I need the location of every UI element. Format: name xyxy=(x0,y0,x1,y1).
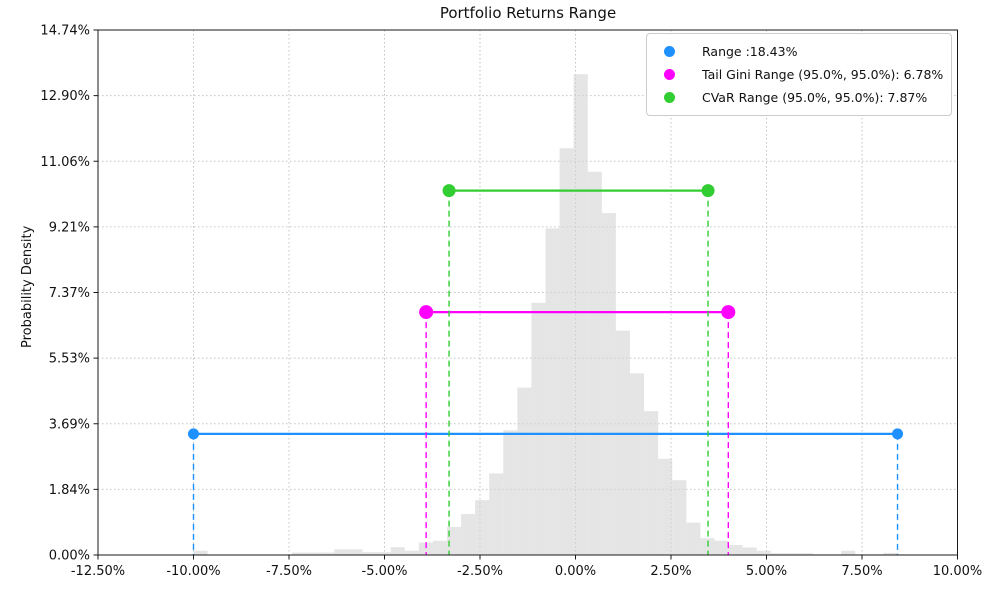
chart-title: Portfolio Returns Range xyxy=(439,4,617,22)
legend-item-tail-gini-range: Tail Gini Range (95.0%, 95.0%): 6.78% xyxy=(655,63,943,86)
histogram-bar xyxy=(770,553,785,555)
range-marker-icon xyxy=(664,46,675,57)
histogram-bar xyxy=(587,171,602,555)
histogram-bar xyxy=(362,552,377,555)
legend-label-cvar-range: CVaR Range (95.0%, 95.0%): 7.87% xyxy=(702,90,928,105)
histogram-bar xyxy=(517,387,532,555)
histogram-bar xyxy=(390,547,405,555)
histogram-bar xyxy=(446,526,462,555)
tail-gini-range-marker xyxy=(721,305,736,320)
y-tick-label: 14.74% xyxy=(40,24,90,39)
cvar-marker-icon xyxy=(664,92,675,103)
histogram-bar xyxy=(418,542,433,555)
y-tick-label: 3.69% xyxy=(49,417,90,432)
histogram-bar xyxy=(306,552,321,555)
x-tick-label: -5.00% xyxy=(362,564,408,579)
histogram-bar xyxy=(404,550,419,555)
histogram-bar xyxy=(883,552,898,555)
x-tick-label: -7.50% xyxy=(266,564,312,579)
x-tick-label: 7.50% xyxy=(841,564,882,579)
y-tick-label: 5.53% xyxy=(49,352,90,367)
y-tick-label: 7.37% xyxy=(49,286,90,301)
histogram-bar xyxy=(573,74,588,556)
x-tick-label: 5.00% xyxy=(746,564,787,579)
histogram-bar xyxy=(742,547,757,555)
histogram-bar xyxy=(334,549,349,555)
legend-item-cvar-range: CVaR Range (95.0%, 95.0%): 7.87% xyxy=(655,86,943,109)
histogram-bar xyxy=(475,500,490,555)
histogram-bar xyxy=(629,373,645,555)
histogram-bar xyxy=(784,553,799,555)
histogram-bar xyxy=(658,458,673,555)
legend-label-range: Range :18.43% xyxy=(702,44,798,59)
y-tick-label: 0.00% xyxy=(49,549,90,564)
y-axis-label: Probability Density xyxy=(20,225,35,348)
histogram-bar xyxy=(531,302,546,555)
histogram-bar xyxy=(728,545,743,555)
legend-label-tail-gini-range: Tail Gini Range (95.0%, 95.0%): 6.78% xyxy=(702,67,944,82)
histogram-bar xyxy=(432,540,447,555)
x-tick-label: -10.00% xyxy=(166,564,220,579)
cvar-range-marker xyxy=(701,184,715,198)
histogram-bar xyxy=(686,522,701,555)
histogram-bar xyxy=(461,514,476,555)
histogram-bar xyxy=(545,228,560,555)
histogram-bar xyxy=(615,330,630,555)
histogram-bar xyxy=(503,430,518,555)
tail-gini-range-marker xyxy=(419,305,434,320)
x-tick-label: 2.50% xyxy=(650,564,691,579)
y-tick-label: 12.90% xyxy=(40,89,90,104)
histogram-bar xyxy=(714,540,729,555)
cvar-range-marker xyxy=(442,184,456,198)
histogram-bar xyxy=(348,549,363,555)
histogram-bar xyxy=(489,473,504,555)
histogram-bar xyxy=(292,552,307,555)
legend: Range :18.43% Tail Gini Range (95.0%, 95… xyxy=(646,33,952,116)
x-tick-label: 0.00% xyxy=(555,564,596,579)
histogram-bar xyxy=(193,550,208,555)
tail-gini-marker-icon xyxy=(664,69,675,80)
histogram-bar xyxy=(376,552,391,555)
y-tick-label: 9.21% xyxy=(49,220,90,235)
histogram-bar xyxy=(672,480,687,555)
range-marker xyxy=(188,428,199,440)
histogram-bar xyxy=(601,213,616,555)
histogram-bar xyxy=(559,148,574,555)
x-tick-label: -2.50% xyxy=(457,564,503,579)
histogram-bar xyxy=(756,550,771,555)
histogram-bar xyxy=(644,411,659,555)
histogram-bar xyxy=(320,552,335,555)
x-tick-label: -12.50% xyxy=(71,564,125,579)
legend-item-range: Range :18.43% xyxy=(655,40,943,63)
histogram-bar xyxy=(841,550,856,555)
x-tick-label: 10.00% xyxy=(933,564,983,579)
y-tick-label: 11.06% xyxy=(40,155,90,170)
range-marker xyxy=(892,428,904,440)
y-tick-label: 1.84% xyxy=(49,483,90,498)
histogram-bar xyxy=(798,553,814,555)
